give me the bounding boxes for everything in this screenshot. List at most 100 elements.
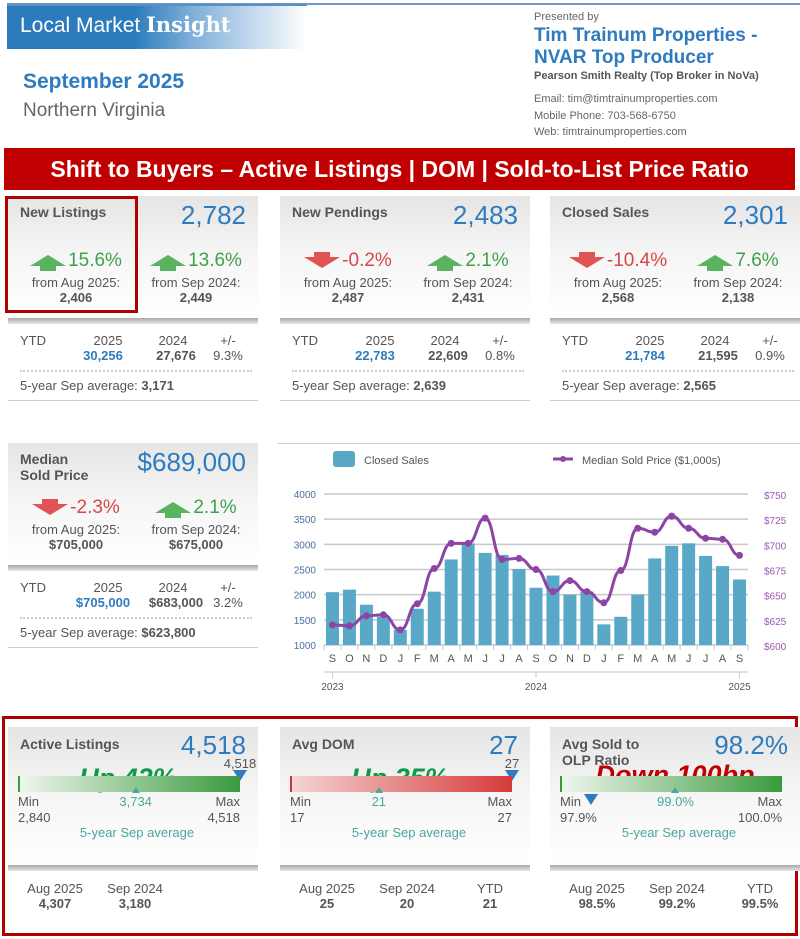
point-median-price [668,512,676,520]
report-region: Northern Virginia [23,100,166,121]
gauge-title-line1: Avg Sold to [562,736,640,752]
chart-top-rule [278,443,800,444]
yoy-label: from Sep 2024: [151,522,241,537]
headline-banner: Shift to Buyers – Active Listings | DOM … [4,148,795,190]
mom-label: from Aug 2025: [31,522,121,537]
ytd-value-current: 30,256 [83,348,123,363]
point-median-price [736,551,744,559]
legend-label-closed-sales: Closed Sales [364,455,429,467]
yoy-change-value: 2.1% [465,250,509,271]
mom-label: from Aug 2025: [31,275,121,290]
footer-stat: Aug 2025 98.5% [562,881,632,911]
x-tick-label: D [379,653,387,665]
arrow-down-icon [304,252,341,269]
gauge-max-label: Max [487,794,512,809]
footer-stat-value: 99.5% [741,896,779,911]
dotted-divider [292,370,524,372]
current-marker-icon [584,794,599,805]
year-label: 2025 [728,682,751,693]
average-marker-value: 21 [371,794,387,809]
bar-closed-sales [444,559,458,645]
card-bottom-rule [550,400,800,401]
current-marker-icon [233,770,247,781]
gauge-value: 98.2% [714,730,788,760]
x-tick-label: F [414,653,421,665]
footer-stat-value: 98.5% [578,896,616,911]
ytd-year-prior: 2024 [158,580,188,595]
y-left-tick-label: 1000 [294,641,317,652]
five-year-average: 5-year Sep average: 3,171 [20,378,174,393]
footer-stat-label: YTD [477,881,503,896]
metric-title-line2: Sold Price [20,467,89,483]
bar-closed-sales [325,592,339,645]
legend-label-median-price: Median Sold Price ($1,000s) [582,455,721,467]
footer-stat-label: YTD [747,881,773,896]
yoy-change-value: 7.6% [735,250,779,271]
card-divider [8,865,258,871]
dotted-divider [20,617,252,619]
contact-phone[interactable]: Mobile Phone: 703-568-6750 [534,110,676,122]
gauge-card: Active Listings 4,518 Up 42% 4,518 3,734… [8,727,258,932]
y-right-tick-label: $600 [764,642,787,653]
gauge-average-caption: 5-year Sep average [351,825,467,840]
gauge-bar [290,776,512,792]
bar-closed-sales [461,543,475,645]
y-left-tick-label: 3000 [294,540,317,551]
point-median-price [379,611,387,619]
mom-label: from Aug 2025: [303,275,393,290]
mom-change: 15.6% [16,250,136,272]
metric-card: New Listings 2,782 15.6% from Aug 2025: … [8,196,258,406]
five-year-average-value: 3,171 [141,378,174,393]
y-left-tick-label: 3500 [294,515,317,526]
x-tick-label: D [583,653,591,665]
footer-stat-label: Sep 2024 [649,881,705,896]
x-tick-label: S [736,653,743,665]
arrow-down-icon [32,499,69,516]
header-rule [7,3,800,5]
ytd-value-prior: 27,676 [156,348,196,363]
point-median-price [413,600,421,608]
metric-value: $689,000 [137,447,246,477]
five-year-average: 5-year Sep average: 2,565 [562,378,716,393]
gauge-min-value: 2,840 [18,810,51,825]
point-median-price [532,566,540,573]
five-year-average-value: $623,800 [141,625,196,640]
contact-web[interactable]: Web: timtrainumproperties.com [534,126,687,138]
x-tick-label: N [362,653,370,665]
yoy-prior-value: $675,000 [168,537,224,552]
yoy-change: 13.6% [136,250,256,272]
gauge-min-label: Min [290,794,311,809]
current-marker-label: 4,518 [223,756,257,771]
point-median-price [617,567,625,575]
year-label: 2024 [525,682,548,693]
year-label: 2023 [321,682,344,693]
ytd-year-current: 2025 [635,333,665,348]
footer-stat: Sep 2024 99.2% [642,881,712,911]
footer-stat-value: 99.2% [658,896,696,911]
mom-prior-value: 2,487 [331,290,365,305]
metric-title: New Listings [20,204,107,220]
bar-closed-sales [580,591,594,645]
point-median-price [481,514,489,522]
brand-bar [7,4,307,49]
x-tick-label: A [651,653,659,665]
y-left-tick-label: 2500 [294,566,317,577]
footer-stat-label: Aug 2025 [569,881,625,896]
bar-closed-sales [563,594,577,645]
gauge-bar [560,776,782,792]
contact-email[interactable]: Email: tim@timtrainumproperties.com [534,93,718,105]
ytd-year-current: 2025 [93,580,123,595]
bar-closed-sales [665,545,679,645]
arrow-up-icon [155,502,192,519]
y-right-tick-label: $750 [764,491,787,502]
bar-closed-sales [631,594,645,645]
yoy-change-value: 13.6% [188,250,242,271]
mom-change: -2.3% [16,497,136,519]
ytd-label: YTD [20,580,46,595]
yoy-prior-value: 2,431 [451,290,485,305]
footer-stat-label: Aug 2025 [27,881,83,896]
x-tick-label: J [499,653,505,665]
ytd-value-current: 22,783 [355,348,395,363]
ytd-label: YTD [20,333,46,348]
footer-stat-value: 4,307 [38,896,72,911]
